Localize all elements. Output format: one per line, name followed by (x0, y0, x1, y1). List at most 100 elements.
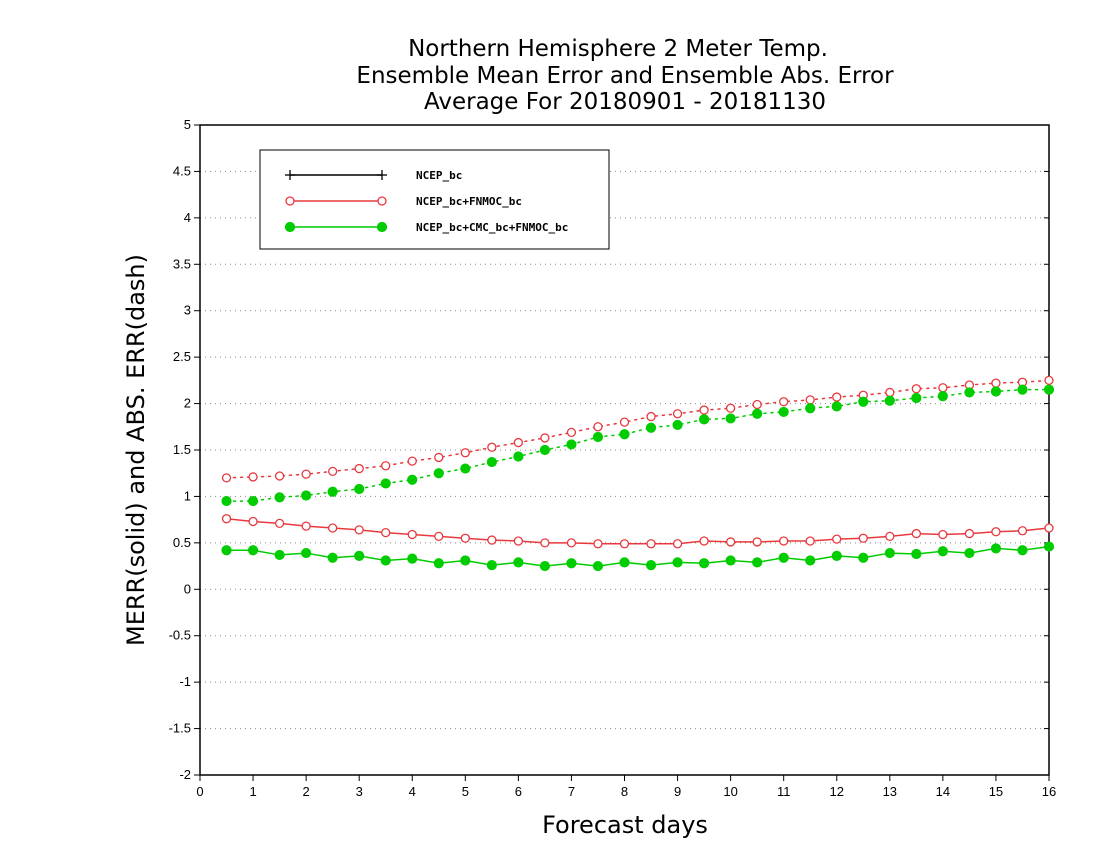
y-tick-label: -2 (179, 767, 191, 782)
data-point-merr (460, 555, 471, 566)
data-point-merr (938, 529, 948, 540)
data-point-merr (725, 555, 736, 566)
y-tick-label: -0.5 (169, 628, 191, 643)
chart-title-line-1: Northern Hemisphere 2 Meter Temp. (408, 36, 828, 62)
data-point-abs_err (593, 422, 603, 432)
legend-marker (377, 170, 387, 180)
x-tick-label: 15 (989, 784, 1003, 799)
data-point-merr (513, 536, 524, 546)
legend: NCEP_bc NCEP_bc+FNMOC_bc NCEP_bc+CMC_bc+FN… (259, 149, 610, 250)
data-point-abs_err (1017, 384, 1028, 395)
data-point-merr (1044, 523, 1054, 533)
x-tick-label: 4 (409, 784, 416, 799)
data-point-merr (540, 538, 550, 548)
x-tick-label: 7 (568, 784, 575, 799)
data-point-merr (328, 523, 338, 533)
data-point-merr (911, 528, 921, 539)
data-point-abs_err (858, 396, 869, 407)
data-point-abs_err (301, 469, 311, 479)
data-point-abs_err (805, 403, 816, 414)
data-point-merr (221, 514, 232, 524)
data-point-merr (937, 546, 948, 557)
data-point-abs_err (646, 411, 656, 422)
data-point-abs_err (274, 492, 285, 503)
data-point-abs_err (540, 433, 550, 443)
data-point-abs_err (1044, 375, 1054, 386)
data-point-merr (725, 537, 736, 547)
legend-marker (285, 170, 295, 180)
data-point-abs_err (380, 478, 391, 489)
y-tick-label: -1.5 (169, 721, 191, 736)
data-point-merr (301, 547, 312, 559)
data-point-merr (592, 560, 604, 572)
y-tick-label: 1.5 (173, 442, 191, 457)
legend-label: NCEP_bc (416, 169, 462, 182)
data-point-abs_err (752, 408, 763, 419)
axis-ticks: 54.543.532.521.510.50-0.5-1-1.5-20 1 2 3 4 5 6… (169, 117, 1057, 799)
data-point-abs_err (805, 395, 815, 405)
data-point-merr (407, 553, 418, 564)
data-point-abs_err (1043, 384, 1055, 395)
x-tick-label: 0 (196, 784, 203, 799)
data-point-abs_err (725, 413, 736, 424)
data-point-abs_err (645, 422, 657, 433)
data-point-abs_err (672, 409, 683, 419)
data-point-abs_err (566, 427, 577, 438)
data-point-merr (487, 535, 497, 545)
series-2 (221, 384, 1055, 572)
y-tick-label: 4.5 (173, 163, 191, 178)
series-line-abs_err (225, 379, 1050, 479)
data-point-abs_err (938, 383, 948, 393)
chart-title-line-3: Average For 20180901 - 20181130 (424, 89, 826, 115)
data-point-abs_err (513, 437, 524, 448)
data-point-merr (964, 528, 975, 539)
data-point-merr (805, 536, 815, 546)
data-point-merr (885, 531, 895, 542)
grid-lines (200, 170, 1049, 730)
series-line-merr (225, 517, 1050, 545)
data-point-abs_err (778, 406, 789, 418)
data-point-merr (539, 560, 551, 572)
chart-title-line-2: Ensemble Mean Error and Ensemble Abs. Er… (356, 63, 894, 89)
x-tick-label: 14 (936, 784, 950, 799)
data-point-merr (991, 527, 1001, 537)
data-point-abs_err (672, 419, 683, 431)
data-point-abs_err (327, 486, 338, 497)
data-point-abs_err (885, 387, 895, 398)
x-tick-label: 9 (674, 784, 681, 799)
data-point-abs_err (407, 474, 418, 485)
series-line-merr (225, 545, 1050, 567)
data-point-abs_err (301, 490, 312, 501)
data-point-abs_err (831, 401, 842, 412)
data-point-merr (699, 536, 709, 546)
data-point-merr (513, 557, 524, 568)
y-tick-label: 3.5 (173, 256, 191, 271)
data-point-merr (407, 529, 417, 540)
legend-marker (377, 196, 387, 206)
data-point-abs_err (247, 495, 259, 507)
data-point-abs_err (460, 463, 471, 474)
x-tick-label: 11 (777, 784, 791, 799)
data-point-abs_err (433, 468, 444, 479)
data-point-abs_err (911, 384, 921, 394)
legend-box (259, 149, 610, 250)
data-point-merr (380, 555, 391, 566)
x-tick-label: 2 (303, 784, 310, 799)
data-point-merr (247, 545, 259, 556)
data-point-merr (301, 521, 311, 531)
data-point-abs_err (964, 387, 975, 398)
data-point-abs_err (354, 483, 365, 495)
data-point-merr (619, 539, 630, 549)
data-point-abs_err (274, 471, 285, 481)
data-point-abs_err (221, 495, 232, 507)
x-tick-label: 16 (1042, 784, 1056, 799)
data-point-merr (831, 550, 842, 561)
data-point-merr (1017, 545, 1028, 556)
x-tick-label: 12 (830, 784, 844, 799)
data-point-abs_err (779, 397, 789, 407)
data-point-abs_err (539, 444, 551, 456)
data-point-abs_err (381, 461, 391, 471)
data-point-merr (1017, 526, 1028, 536)
data-point-abs_err (487, 442, 497, 452)
